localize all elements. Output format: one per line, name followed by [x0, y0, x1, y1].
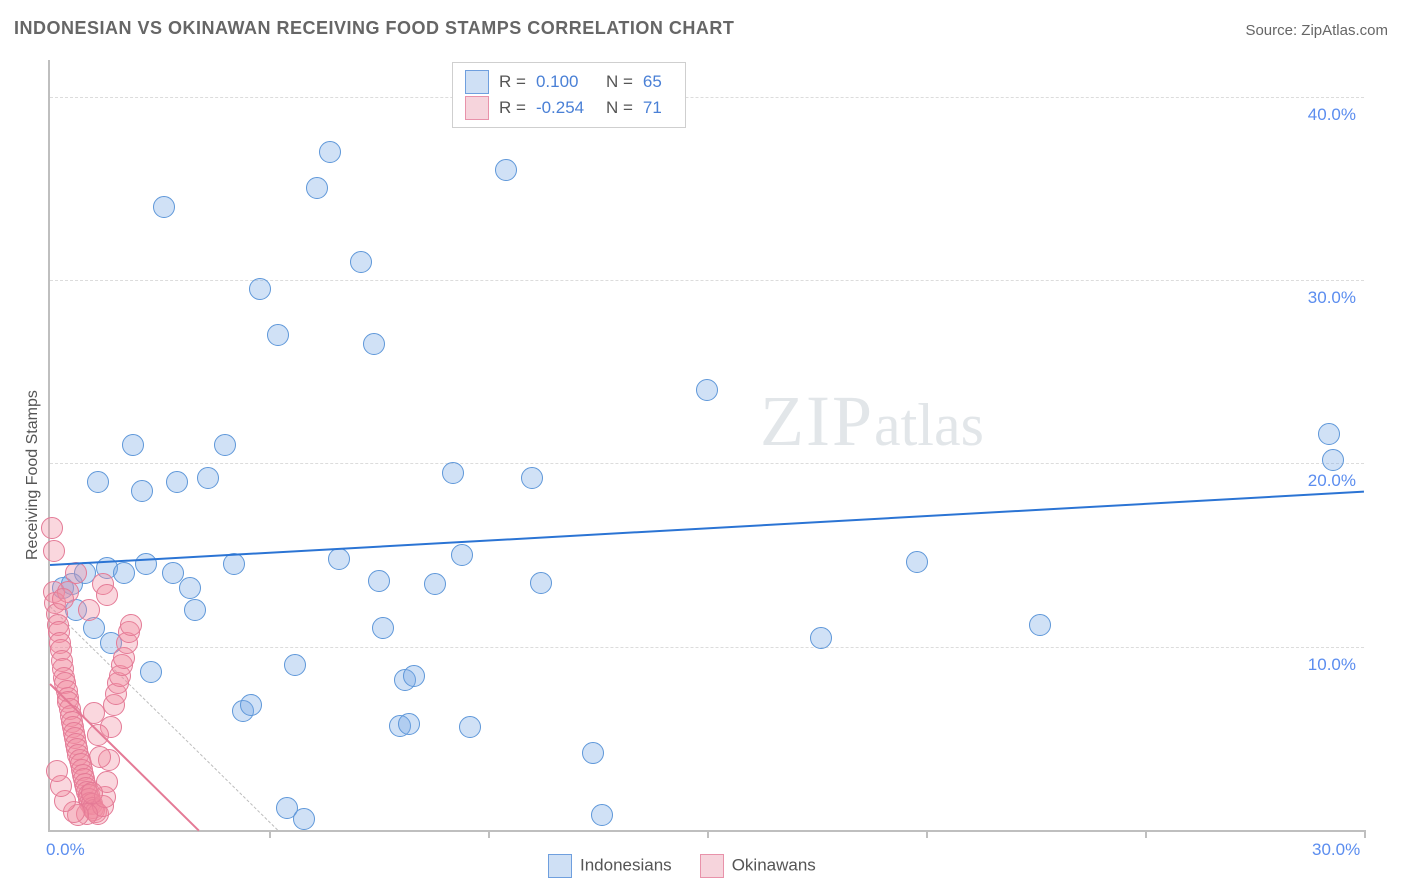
- point-indonesian: [459, 716, 481, 738]
- point-indonesian: [368, 570, 390, 592]
- x-tick: [488, 830, 490, 838]
- legend-stats-row: R = 0.100 N = 65: [465, 69, 673, 95]
- x-tick-label: 0.0%: [46, 840, 85, 860]
- legend-r-label: R =: [499, 95, 526, 121]
- point-indonesian: [113, 562, 135, 584]
- y-tick-label: 30.0%: [1308, 288, 1356, 308]
- point-indonesian: [179, 577, 201, 599]
- x-tick: [1145, 830, 1147, 838]
- point-indonesian: [122, 434, 144, 456]
- point-okinawan: [120, 614, 142, 636]
- point-indonesian: [372, 617, 394, 639]
- point-indonesian: [166, 471, 188, 493]
- legend-stats-row: R = -0.254 N = 71: [465, 95, 673, 121]
- gridline-h: [50, 280, 1364, 281]
- legend-r-value: 0.100: [536, 69, 596, 95]
- point-indonesian: [1029, 614, 1051, 636]
- legend-n-value: 71: [643, 95, 673, 121]
- point-okinawan: [78, 599, 100, 621]
- gridline-h: [50, 463, 1364, 464]
- legend-series: Indonesians Okinawans: [548, 854, 816, 878]
- point-indonesian: [306, 177, 328, 199]
- legend-n-value: 65: [643, 69, 673, 95]
- x-tick: [1364, 830, 1366, 838]
- point-indonesian: [1322, 449, 1344, 471]
- y-tick-label: 10.0%: [1308, 655, 1356, 675]
- point-okinawan: [96, 584, 118, 606]
- point-indonesian: [223, 553, 245, 575]
- point-indonesian: [131, 480, 153, 502]
- legend-swatch: [700, 854, 724, 878]
- gridline-h: [50, 97, 1364, 98]
- x-tick: [269, 830, 271, 838]
- point-indonesian: [696, 379, 718, 401]
- legend-series-label: Okinawans: [732, 855, 816, 874]
- point-indonesian: [530, 572, 552, 594]
- point-indonesian: [451, 544, 473, 566]
- point-indonesian: [184, 599, 206, 621]
- point-indonesian: [284, 654, 306, 676]
- y-tick-label: 40.0%: [1308, 105, 1356, 125]
- legend-stats: R = 0.100 N = 65 R = -0.254 N = 71: [452, 62, 686, 128]
- point-indonesian: [495, 159, 517, 181]
- legend-series-item: Indonesians: [548, 854, 672, 878]
- point-indonesian: [403, 665, 425, 687]
- point-indonesian: [328, 548, 350, 570]
- x-tick-label: 30.0%: [1312, 840, 1360, 860]
- x-tick: [926, 830, 928, 838]
- source-label: Source: ZipAtlas.com: [1245, 22, 1388, 39]
- plot-area: 10.0%20.0%30.0%40.0%0.0%30.0%: [48, 60, 1364, 832]
- point-indonesian: [350, 251, 372, 273]
- point-indonesian: [87, 471, 109, 493]
- y-axis-label: Receiving Food Stamps: [24, 390, 42, 560]
- point-indonesian: [214, 434, 236, 456]
- chart-title: INDONESIAN VS OKINAWAN RECEIVING FOOD ST…: [14, 18, 734, 39]
- point-indonesian: [197, 467, 219, 489]
- legend-r-value: -0.254: [536, 95, 596, 121]
- point-indonesian: [906, 551, 928, 573]
- point-okinawan: [87, 724, 109, 746]
- point-okinawan: [81, 782, 103, 804]
- point-indonesian: [810, 627, 832, 649]
- point-okinawan: [89, 746, 111, 768]
- legend-series-label: Indonesians: [580, 855, 672, 874]
- trend-line-indonesian: [50, 491, 1364, 566]
- point-indonesian: [240, 694, 262, 716]
- point-indonesian: [319, 141, 341, 163]
- legend-swatch: [465, 96, 489, 120]
- chart-container: INDONESIAN VS OKINAWAN RECEIVING FOOD ST…: [0, 0, 1406, 892]
- legend-r-label: R =: [499, 69, 526, 95]
- point-indonesian: [582, 742, 604, 764]
- point-okinawan: [41, 517, 63, 539]
- point-indonesian: [424, 573, 446, 595]
- point-indonesian: [442, 462, 464, 484]
- point-indonesian: [153, 196, 175, 218]
- x-tick: [707, 830, 709, 838]
- point-okinawan: [46, 760, 68, 782]
- point-indonesian: [293, 808, 315, 830]
- legend-swatch: [548, 854, 572, 878]
- point-indonesian: [267, 324, 289, 346]
- point-indonesian: [363, 333, 385, 355]
- point-indonesian: [140, 661, 162, 683]
- legend-n-label: N =: [606, 69, 633, 95]
- point-okinawan: [52, 588, 74, 610]
- legend-series-item: Okinawans: [700, 854, 816, 878]
- point-indonesian: [135, 553, 157, 575]
- y-tick-label: 20.0%: [1308, 471, 1356, 491]
- point-indonesian: [521, 467, 543, 489]
- point-indonesian: [398, 713, 420, 735]
- point-indonesian: [249, 278, 271, 300]
- point-okinawan: [43, 540, 65, 562]
- legend-n-label: N =: [606, 95, 633, 121]
- point-indonesian: [1318, 423, 1340, 445]
- point-indonesian: [591, 804, 613, 826]
- gridline-h: [50, 647, 1364, 648]
- legend-swatch: [465, 70, 489, 94]
